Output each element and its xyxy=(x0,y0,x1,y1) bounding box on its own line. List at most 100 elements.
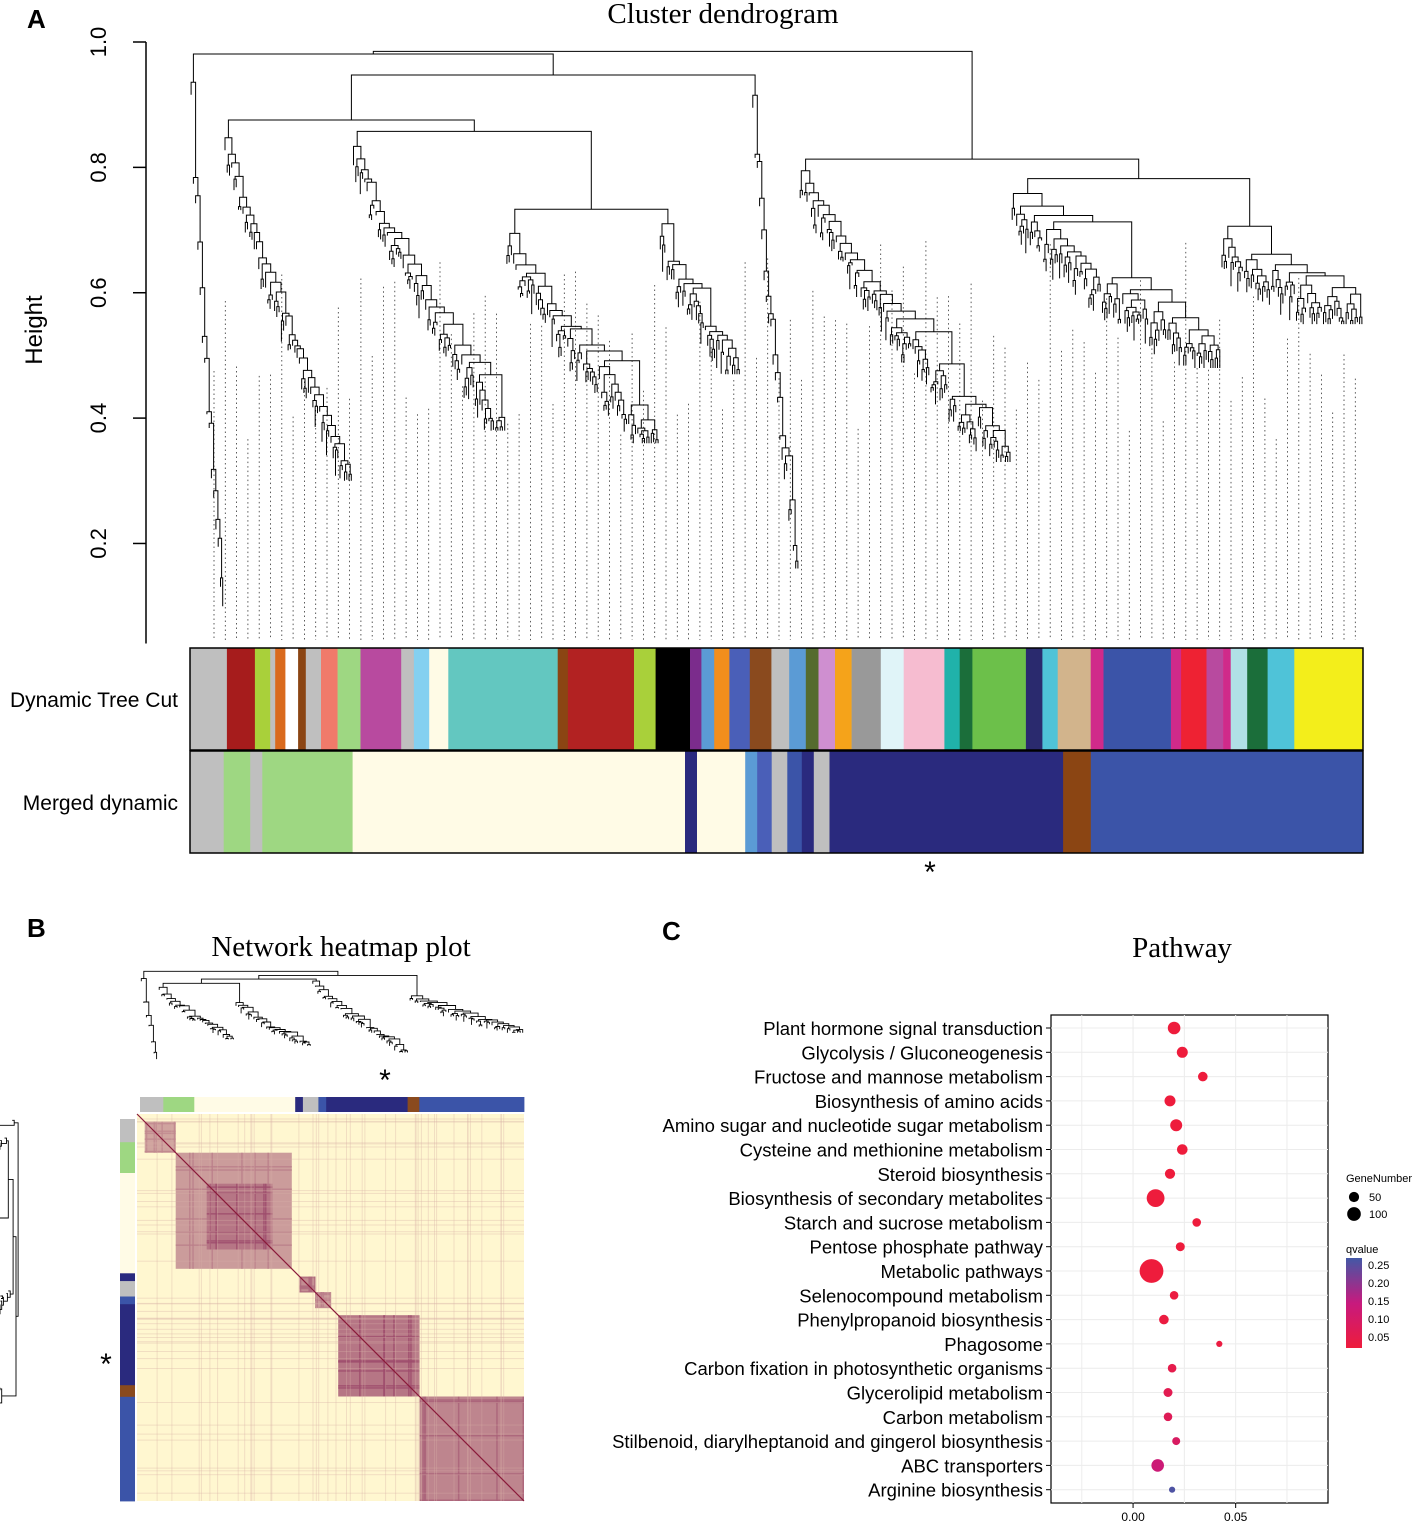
heatmap-texture xyxy=(137,1201,524,1202)
heatmap-texture xyxy=(417,1114,419,1501)
panel-c-letter: C xyxy=(662,916,681,946)
module-color-segment xyxy=(944,648,961,750)
heatmap-texture xyxy=(171,1114,173,1501)
heatmap-texture xyxy=(144,1130,176,1132)
pathway-point xyxy=(1164,1168,1176,1179)
track-label: Dynamic Tree Cut xyxy=(10,689,178,712)
heatmap-texture xyxy=(299,1276,315,1279)
heatmap-texture xyxy=(299,1276,302,1292)
module-color-segment xyxy=(729,648,751,750)
track-border xyxy=(189,750,1364,854)
heatmap-texture xyxy=(137,1219,524,1221)
module-color-segment xyxy=(401,648,415,750)
heatmap-texture xyxy=(250,1114,252,1501)
module-color-segment xyxy=(829,751,1064,853)
module-color-segment xyxy=(818,648,836,750)
pathway-label: Starch and sucrose metabolism xyxy=(784,1212,1043,1233)
cluster-dendrogram xyxy=(190,50,1363,640)
heatmap-texture xyxy=(384,1315,386,1397)
heatmap-texture xyxy=(137,1439,524,1441)
dendrogram-title: Cluster dendrogram xyxy=(607,0,839,30)
heatmap-texture xyxy=(309,1276,312,1292)
y-tick-label: 0.6 xyxy=(86,277,111,308)
module-color-segment xyxy=(701,648,715,750)
heatmap-texture xyxy=(137,1470,524,1472)
heatmap-texture xyxy=(522,1396,524,1501)
heatmap-texture xyxy=(198,1114,200,1501)
pathway-label: Glycerolipid metabolism xyxy=(847,1383,1043,1404)
size-legend-dot xyxy=(1348,1191,1360,1203)
heatmap-texture xyxy=(192,1152,194,1269)
heatmap-texture xyxy=(457,1396,460,1501)
heatmap-texture xyxy=(137,1118,524,1120)
heatmap-texture xyxy=(338,1385,420,1387)
heatmap-texture xyxy=(144,1132,176,1135)
heatmap-texture xyxy=(137,1358,524,1360)
pathway-point xyxy=(1164,1095,1176,1107)
color-legend-label: 0.25 xyxy=(1368,1260,1389,1272)
heatmap-texture xyxy=(481,1114,483,1501)
pathway-point xyxy=(1163,1388,1173,1397)
heatmap-texture xyxy=(137,1333,524,1335)
heatmap-texture xyxy=(364,1114,366,1501)
pathway-label: Arginine biosynthesis xyxy=(868,1480,1043,1501)
heatmap-texture xyxy=(137,1146,524,1148)
pathway-label: Phenylpropanoid biosynthesis xyxy=(797,1310,1043,1331)
heatmap-texture xyxy=(500,1114,502,1501)
heatmap-texture xyxy=(314,1276,316,1292)
heatmap-diagonal xyxy=(136,1113,525,1502)
heatmap-texture xyxy=(217,1114,219,1501)
pathway-point xyxy=(1167,1363,1177,1373)
pathway-point xyxy=(1169,1291,1179,1300)
module-color-segment xyxy=(190,751,225,853)
heatmap-texture xyxy=(137,1492,524,1494)
left-dendrogram xyxy=(0,1119,19,1501)
pathway-point xyxy=(1176,1046,1188,1058)
module-color-tracks: Dynamic Tree Cut Merged dynamic xyxy=(10,647,1364,854)
module-bar-left xyxy=(120,1173,135,1274)
heatmap-texture xyxy=(299,1287,315,1290)
module-color-segment xyxy=(1042,648,1059,750)
heatmap-texture xyxy=(467,1114,469,1501)
module-color-segment xyxy=(226,648,256,750)
module-bar-left xyxy=(120,1281,135,1297)
y-tick-label: 0.2 xyxy=(86,528,111,559)
module-color-segment xyxy=(567,648,635,750)
module-color-segment xyxy=(1025,648,1043,750)
heatmap-texture xyxy=(144,1151,176,1153)
y-tick-label: 1.0 xyxy=(86,27,111,58)
pathway-label: Glycolysis / Gluconeogenesis xyxy=(801,1042,1043,1063)
heatmap-texture xyxy=(209,1114,211,1501)
pathway-label: Stilbenoid, diarylheptanoid and gingerol… xyxy=(612,1431,1043,1452)
heatmap-texture xyxy=(137,1224,524,1226)
heatmap-texture xyxy=(318,1114,320,1501)
heatmap-texture xyxy=(137,1467,524,1469)
module-color-segment xyxy=(1170,648,1182,750)
module-color-segment xyxy=(1090,751,1364,853)
heatmap-texture xyxy=(320,1292,323,1308)
heatmap-texture xyxy=(209,1183,211,1250)
heatmap-texture xyxy=(156,1114,158,1501)
module-bar-top xyxy=(318,1097,327,1112)
heatmap-texture xyxy=(137,1424,524,1426)
module-color-segment xyxy=(771,648,790,750)
heatmap-texture xyxy=(137,1190,524,1192)
heatmap-texture xyxy=(338,1360,420,1362)
module-color-segment xyxy=(851,648,882,750)
heatmap-texture xyxy=(299,1286,315,1288)
pathway-point xyxy=(1192,1218,1201,1227)
heatmap-texture xyxy=(200,1114,202,1501)
pathway-label: Biosynthesis of secondary metabolites xyxy=(728,1188,1043,1209)
pathway-point xyxy=(1169,1486,1176,1493)
pathway-point xyxy=(1163,1412,1173,1422)
heatmap-texture xyxy=(434,1114,435,1501)
pathway-label: Carbon metabolism xyxy=(883,1407,1043,1428)
heatmap-texture xyxy=(263,1183,265,1250)
heatmap-texture xyxy=(503,1114,505,1501)
pathway-label: ABC transporters xyxy=(901,1455,1043,1476)
module-color-segment xyxy=(413,648,430,750)
heatmap-texture xyxy=(251,1114,253,1501)
heatmap-texture xyxy=(327,1114,329,1501)
module-color-segment xyxy=(270,648,276,750)
color-legend-label: 0.05 xyxy=(1368,1332,1389,1344)
